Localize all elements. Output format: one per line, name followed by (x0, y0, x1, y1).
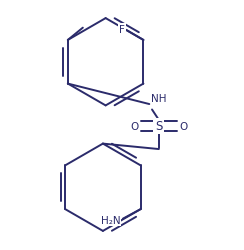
Text: H₂N: H₂N (101, 215, 120, 225)
Text: O: O (179, 122, 188, 131)
Text: F: F (119, 25, 125, 35)
Text: O: O (130, 122, 138, 131)
Text: NH: NH (151, 93, 166, 103)
Text: S: S (155, 120, 163, 133)
